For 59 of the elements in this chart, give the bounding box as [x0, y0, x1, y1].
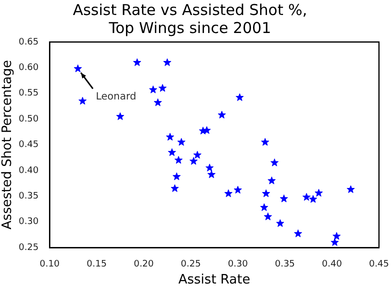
point	[154, 98, 162, 106]
x-tick-label: 0.20	[134, 259, 154, 270]
point	[261, 138, 270, 146]
point	[163, 58, 172, 66]
point	[218, 110, 226, 118]
point	[330, 238, 339, 246]
x-tick-label: 0.35	[274, 259, 295, 270]
point	[270, 158, 279, 166]
x-tick-label: 0.40	[322, 259, 342, 270]
x-tick-label: 0.45	[368, 259, 390, 270]
x-tick-label: 0.25	[180, 259, 201, 270]
point	[262, 189, 270, 198]
point	[168, 148, 176, 156]
y-tick-label: 0.25	[18, 242, 39, 253]
point	[133, 58, 142, 66]
point	[268, 176, 276, 184]
point	[172, 172, 181, 180]
y-tick-label: 0.65	[18, 37, 39, 48]
annotation: Leonard	[96, 91, 136, 102]
point	[170, 184, 179, 192]
x-tick-label: 0.15	[86, 259, 107, 270]
point	[193, 150, 202, 159]
point	[74, 64, 82, 72]
y-tick-label: 0.45	[18, 140, 39, 150]
point	[207, 170, 216, 178]
point	[264, 212, 272, 220]
point	[276, 219, 284, 227]
y-axis-title: Assested Shot Percentage	[0, 60, 16, 230]
x-axis-title: Assist Rate	[178, 272, 250, 288]
x-tick-label: 0.10	[40, 259, 60, 270]
point	[314, 188, 323, 197]
y-tick-label: 0.30	[18, 217, 39, 228]
point	[346, 185, 355, 194]
point	[234, 186, 242, 194]
x-tick-label: 0.30	[228, 259, 248, 270]
y-tick-label: 0.35	[18, 192, 39, 202]
point	[149, 86, 158, 94]
point	[236, 93, 244, 101]
point	[202, 126, 211, 134]
y-tick-label: 0.60	[18, 63, 39, 74]
point	[224, 189, 232, 198]
point	[332, 232, 341, 240]
point	[166, 132, 174, 141]
y-tick-label: 0.50	[18, 114, 39, 124]
point	[158, 84, 167, 92]
point	[302, 192, 311, 201]
point	[280, 194, 288, 202]
chart-title: Assist Rate vs Assisted Shot %, Top Wings since 2001	[72, 0, 308, 37]
y-tick-label: 0.55	[18, 88, 39, 99]
point	[260, 203, 268, 211]
point	[78, 96, 87, 105]
y-tick-label: 0.40	[18, 166, 39, 176]
point	[309, 195, 318, 203]
point	[116, 112, 124, 120]
point	[206, 164, 214, 172]
point	[190, 157, 198, 165]
point	[174, 156, 183, 164]
point	[294, 229, 302, 238]
point	[177, 138, 186, 146]
